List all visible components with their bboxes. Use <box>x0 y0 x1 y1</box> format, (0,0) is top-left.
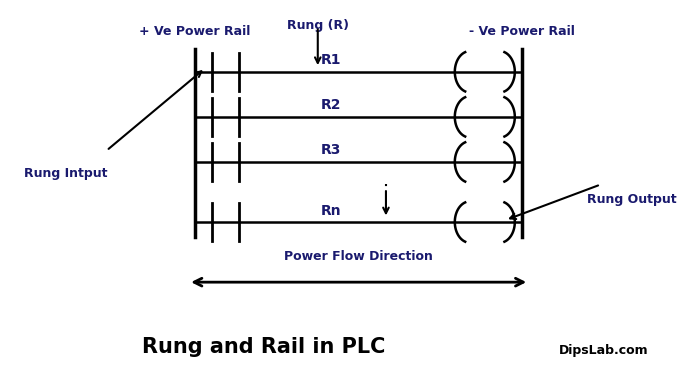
Text: Rung Output: Rung Output <box>587 193 676 206</box>
Text: DipsLab.com: DipsLab.com <box>559 344 649 357</box>
Text: Rung (R): Rung (R) <box>286 19 349 32</box>
Text: Power Flow Direction: Power Flow Direction <box>284 250 433 263</box>
Text: R2: R2 <box>321 98 342 113</box>
Text: + Ve Power Rail: + Ve Power Rail <box>139 25 251 38</box>
Text: - Ve Power Rail: - Ve Power Rail <box>469 25 575 38</box>
Text: Rung Intput: Rung Intput <box>24 167 107 180</box>
Text: R1: R1 <box>321 53 342 67</box>
Text: R3: R3 <box>321 144 342 157</box>
Text: Rn: Rn <box>321 204 342 218</box>
Text: Rung and Rail in PLC: Rung and Rail in PLC <box>142 337 385 357</box>
